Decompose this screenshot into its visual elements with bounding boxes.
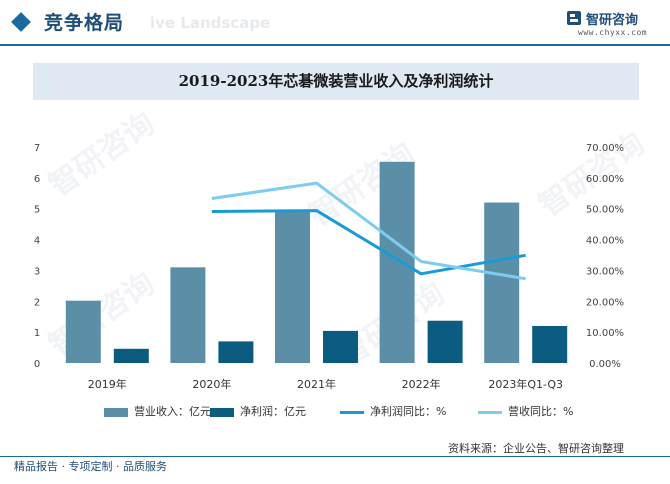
legend-label-revenue: 营业收入：亿元 (134, 405, 211, 418)
y-right-tick-label: 40.00% (586, 236, 624, 247)
y-right-tick-label: 60.00% (586, 174, 624, 185)
legend-swatch-revenue (104, 408, 128, 417)
profit-bar (113, 348, 149, 363)
chart-title-band: 2019-2023年芯碁微装营业收入及净利润统计 (33, 63, 639, 100)
y-right-tick-label: 50.00% (586, 205, 624, 216)
footer-tagline: 精品报告 · 专项定制 · 品质服务 (14, 460, 167, 473)
y-left-tick-label: 0 (34, 359, 40, 370)
brand-url: www.chyxx.com (578, 28, 648, 37)
chart-title: 2019-2023年芯碁微装营业收入及净利润统计 (178, 72, 494, 90)
revenue-bar (65, 300, 101, 363)
y-right-tick-label: 0.00% (589, 359, 621, 370)
brand-name: 智研咨询 (586, 13, 639, 28)
y-right-tick-label: 70.00% (586, 143, 624, 154)
y-left-tick-label: 5 (34, 205, 40, 216)
revenue-bar (170, 267, 206, 363)
x-category-label: 2022年 (402, 377, 441, 391)
revenue-bar (484, 202, 520, 363)
y-left-tick-label: 2 (34, 297, 40, 308)
x-category-label: 2020年 (192, 377, 231, 391)
section-subtitle-watermark: ive Landscape (150, 14, 271, 32)
legend-line-revenue-yoy (478, 411, 502, 414)
y-right-tick-label: 10.00% (586, 328, 624, 339)
y-right-tick-label: 20.00% (586, 297, 624, 308)
y-left-tick-label: 6 (34, 174, 40, 185)
chart-legend: 营业收入：亿元 净利润：亿元 净利润同比：% 营收同比：% (0, 402, 670, 422)
x-category-label: 2019年 (88, 377, 127, 391)
legend-swatch-profit (210, 408, 234, 417)
section-title: 竞争格局 (44, 12, 125, 34)
x-category-label: 2021年 (297, 377, 336, 391)
data-source: 资料来源：企业公告、智研咨询整理 (448, 442, 624, 455)
revenue-bar (379, 161, 415, 363)
profit-bar (532, 325, 568, 363)
header-divider (0, 44, 670, 46)
legend-label-revenue-yoy: 营收同比：% (508, 405, 574, 418)
footer-divider (0, 456, 670, 457)
y-left-tick-label: 1 (34, 328, 40, 339)
legend-label-profit-yoy: 净利润同比：% (370, 405, 447, 418)
revenue-yoy-line (211, 181, 526, 281)
profit-bar (218, 341, 254, 363)
brand-logo-icon (567, 11, 581, 25)
y-right-tick-label: 30.00% (586, 266, 624, 277)
revenue-bar (275, 211, 310, 363)
legend-line-profit-yoy (340, 411, 364, 414)
y-left-tick-label: 3 (34, 266, 40, 277)
profit-bar (427, 320, 463, 363)
section-header: 竞争格局 ive Landscape 智研咨询 www.chyxx.com (0, 0, 670, 46)
x-category-label: 2023年Q1-Q3 (488, 377, 563, 391)
combo-chart: 0 1 2 3 4 5 6 7 0.00% 10.00% 20.00% 30.00% 40.00% 50… (34, 143, 624, 391)
y-left-tick-label: 4 (34, 236, 40, 247)
legend-label-profit: 净利润：亿元 (240, 405, 306, 418)
y-left-tick-label: 7 (34, 143, 40, 154)
profit-yoy-line (211, 209, 526, 276)
profit-bar (323, 330, 358, 363)
